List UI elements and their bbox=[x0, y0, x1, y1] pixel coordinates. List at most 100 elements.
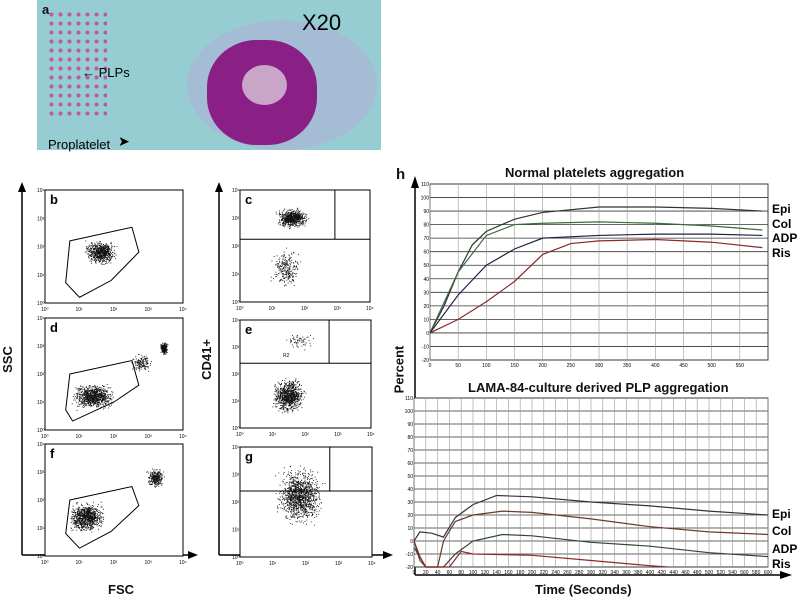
event-dot bbox=[91, 398, 93, 400]
event-dot bbox=[301, 218, 303, 220]
event-dot bbox=[88, 515, 90, 517]
event-dot bbox=[288, 260, 290, 262]
event-dot bbox=[87, 387, 89, 389]
event-dot bbox=[297, 263, 299, 265]
event-dot bbox=[72, 514, 74, 515]
event-dot bbox=[292, 215, 294, 217]
event-dot bbox=[277, 397, 279, 399]
event-dot bbox=[97, 399, 98, 401]
event-dot bbox=[286, 339, 288, 341]
event-dot bbox=[297, 222, 299, 224]
event-dot bbox=[75, 520, 77, 521]
event-dot bbox=[91, 516, 93, 518]
event-dot bbox=[111, 256, 113, 258]
event-dot bbox=[287, 387, 289, 389]
event-dot bbox=[106, 250, 108, 252]
event-dot bbox=[88, 398, 90, 400]
event-dot bbox=[71, 517, 73, 519]
event-dot bbox=[298, 221, 300, 222]
event-dot bbox=[279, 215, 281, 217]
event-dot bbox=[80, 385, 82, 387]
event-dot bbox=[106, 397, 108, 399]
event-dot bbox=[94, 246, 96, 247]
event-dot bbox=[146, 364, 148, 366]
event-dot bbox=[102, 399, 104, 401]
event-dot bbox=[163, 349, 165, 351]
event-dot bbox=[102, 400, 103, 401]
event-dot bbox=[284, 396, 286, 398]
event-dot bbox=[94, 247, 96, 249]
event-dot bbox=[102, 257, 104, 259]
event-dot bbox=[287, 398, 289, 400]
x-tick-label: 10⁴ bbox=[367, 432, 375, 438]
event-dot bbox=[83, 518, 85, 520]
event-dot bbox=[297, 399, 299, 401]
event-dot bbox=[291, 402, 292, 404]
event-dot bbox=[88, 255, 90, 257]
event-dot bbox=[295, 215, 297, 216]
event-dot bbox=[288, 215, 290, 216]
panel-letter-a: a bbox=[42, 2, 50, 17]
event-dot bbox=[293, 403, 295, 405]
event-dot bbox=[304, 343, 306, 345]
event-dot bbox=[161, 349, 163, 351]
event-dot bbox=[293, 210, 295, 212]
panel-letter-d: d bbox=[50, 320, 58, 335]
event-dot bbox=[89, 507, 90, 509]
event-dot bbox=[99, 256, 101, 258]
event-dot bbox=[100, 243, 102, 245]
event-dot bbox=[286, 403, 288, 405]
event-dot bbox=[294, 261, 296, 263]
event-dot bbox=[89, 508, 91, 509]
event-dot bbox=[108, 407, 109, 409]
event-dot bbox=[134, 361, 136, 363]
event-dot bbox=[289, 390, 291, 391]
event-dot bbox=[78, 517, 80, 519]
event-dot bbox=[102, 251, 104, 252]
event-dot bbox=[91, 390, 93, 392]
event-dot bbox=[298, 403, 300, 405]
event-dot bbox=[80, 527, 82, 528]
event-dot bbox=[101, 525, 102, 527]
event-dot bbox=[286, 214, 288, 216]
event-dot bbox=[80, 397, 82, 399]
event-dot bbox=[89, 245, 91, 247]
event-dot bbox=[296, 261, 298, 263]
event-dot bbox=[77, 525, 79, 526]
event-dot bbox=[294, 338, 296, 340]
event-dot bbox=[165, 353, 167, 355]
event-dot bbox=[81, 401, 83, 403]
event-dot bbox=[292, 212, 294, 214]
event-dot bbox=[96, 251, 97, 253]
event-dot bbox=[288, 272, 290, 274]
event-dot bbox=[83, 506, 85, 508]
event-dot bbox=[287, 386, 289, 388]
event-dot bbox=[95, 256, 97, 258]
event-dot bbox=[91, 254, 93, 256]
event-dot bbox=[76, 525, 78, 527]
event-dot bbox=[91, 508, 93, 509]
event-dot bbox=[105, 255, 107, 257]
event-dot bbox=[99, 241, 101, 242]
event-dot bbox=[291, 215, 293, 217]
event-dot bbox=[162, 345, 164, 347]
event-dot bbox=[102, 521, 104, 522]
event-dot bbox=[281, 402, 283, 404]
event-dot bbox=[290, 401, 292, 402]
event-dot bbox=[290, 397, 292, 399]
event-dot bbox=[291, 391, 293, 393]
event-dot bbox=[101, 390, 103, 392]
event-dot bbox=[282, 215, 284, 217]
event-dot bbox=[299, 337, 301, 339]
event-dot bbox=[95, 261, 97, 262]
event-dot bbox=[297, 398, 299, 400]
event-dot bbox=[289, 226, 291, 228]
event-dot bbox=[285, 272, 287, 274]
event-dot bbox=[107, 257, 109, 259]
event-dot bbox=[84, 392, 86, 394]
event-dot bbox=[286, 394, 288, 396]
event-dot bbox=[85, 511, 87, 513]
event-dot bbox=[101, 395, 103, 397]
event-dot bbox=[297, 346, 299, 348]
event-dot bbox=[83, 511, 85, 513]
